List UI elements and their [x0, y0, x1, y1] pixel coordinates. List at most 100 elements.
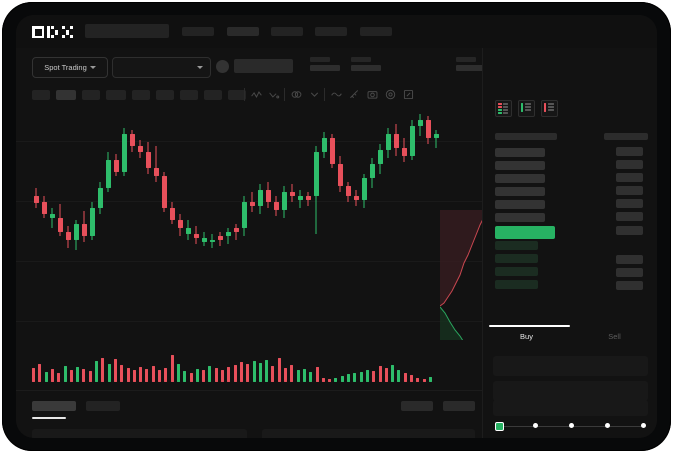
- volume-bar: [315, 367, 319, 382]
- timeframe-5[interactable]: [132, 90, 150, 100]
- timeframe-7[interactable]: [180, 90, 198, 100]
- volume-bar: [321, 378, 325, 382]
- fullscreen-icon[interactable]: [402, 88, 415, 101]
- slider-stop-25[interactable]: [533, 423, 538, 428]
- orderbook-ask-size[interactable]: [616, 147, 643, 156]
- buy-sell-tabs: Buy Sell: [483, 325, 657, 349]
- volume-bar: [69, 370, 73, 382]
- timeframe-3[interactable]: [82, 90, 100, 100]
- chart-type-icon[interactable]: [308, 88, 321, 101]
- bottom-row-left[interactable]: [32, 429, 247, 438]
- orderbook-ask-row[interactable]: [495, 200, 545, 209]
- price-field[interactable]: [493, 381, 648, 401]
- compare-icon[interactable]: [290, 88, 303, 101]
- top-navigation-bar: [16, 15, 657, 48]
- order-type-field[interactable]: [493, 356, 648, 376]
- candlestick: [113, 154, 119, 176]
- last-price-display: [234, 59, 293, 73]
- orderbook-ask-row[interactable]: [495, 187, 545, 196]
- candlestick: [417, 114, 423, 136]
- tab-buy[interactable]: Buy: [520, 332, 533, 341]
- volume-bar: [76, 367, 80, 382]
- orderbook-size-mid[interactable]: [616, 226, 643, 235]
- orderbook-bid-row[interactable]: [495, 254, 538, 263]
- orderbook-ask-row[interactable]: [495, 174, 545, 183]
- volume-bar: [151, 366, 155, 382]
- tab-open-orders[interactable]: [32, 401, 76, 411]
- spot-trading-selector[interactable]: Spot Trading: [32, 57, 108, 78]
- chevron-down-icon: [197, 66, 203, 69]
- candlestick: [33, 188, 39, 208]
- timeframe-6[interactable]: [156, 90, 174, 100]
- candlestick: [401, 138, 407, 162]
- nav-item-3[interactable]: [271, 27, 303, 36]
- orderbook-ask-size[interactable]: [616, 186, 643, 195]
- slider-handle[interactable]: [495, 421, 504, 431]
- candlestick: [249, 192, 255, 212]
- volume-bar: [277, 358, 281, 382]
- orderbook-header-price: [495, 133, 557, 140]
- percent-slider[interactable]: [495, 421, 647, 431]
- tab-order-history[interactable]: [86, 401, 120, 411]
- bottom-action-1[interactable]: [401, 401, 433, 411]
- volume-bar: [340, 376, 344, 382]
- price-chart[interactable]: [16, 106, 482, 386]
- orderbook-ask-size[interactable]: [616, 212, 643, 221]
- orderbook-view-asks-icon[interactable]: [541, 100, 558, 117]
- camera-icon[interactable]: [366, 88, 379, 101]
- orderbook-ask-size[interactable]: [616, 199, 643, 208]
- timeframe-8[interactable]: [204, 90, 222, 100]
- timeframe-1[interactable]: [32, 90, 50, 100]
- orderbook-ask-row[interactable]: [495, 213, 545, 222]
- candlestick: [425, 116, 431, 144]
- alert-icon[interactable]: [384, 88, 397, 101]
- orderbook-ask-row[interactable]: [495, 148, 545, 157]
- indicators-icon[interactable]: [250, 88, 263, 101]
- orderbook-bid-size[interactable]: [616, 255, 643, 264]
- orderbook-bid-row[interactable]: [495, 267, 538, 276]
- bottom-action-2[interactable]: [443, 401, 475, 411]
- slider-stop-50[interactable]: [569, 423, 574, 428]
- orderbook-bid-size[interactable]: [616, 281, 643, 290]
- timeframe-2[interactable]: [56, 90, 76, 100]
- orderbook-bid-row[interactable]: [495, 280, 538, 289]
- stat-high: [351, 57, 381, 71]
- pair-selector[interactable]: [112, 57, 211, 78]
- line-chart-icon[interactable]: [268, 88, 281, 101]
- candlestick: [329, 134, 335, 168]
- okx-logo-icon[interactable]: [32, 26, 76, 38]
- orderbook-ask-row[interactable]: [495, 161, 545, 170]
- volume-bar: [113, 359, 117, 382]
- wave-icon[interactable]: [330, 88, 343, 101]
- volume-bar: [290, 365, 294, 382]
- candlestick: [273, 196, 279, 216]
- orderbook-ask-size[interactable]: [616, 160, 643, 169]
- candlestick: [337, 156, 343, 192]
- slider-stop-100[interactable]: [641, 423, 646, 428]
- nav-item-4[interactable]: [315, 27, 347, 36]
- volume-bar: [309, 372, 313, 382]
- orderbook-last-price[interactable]: [495, 226, 555, 239]
- measure-icon[interactable]: [348, 88, 361, 101]
- slider-stop-75[interactable]: [605, 423, 610, 428]
- orderbook-view-bids-icon[interactable]: [518, 100, 535, 117]
- candlestick: [297, 190, 303, 208]
- timeframe-9[interactable]: [228, 90, 246, 100]
- tab-sell[interactable]: Sell: [608, 332, 621, 341]
- nav-item-5[interactable]: [360, 27, 392, 36]
- orderbook-bid-row[interactable]: [495, 241, 538, 250]
- nav-item-2[interactable]: [227, 27, 259, 36]
- orderbook-view-both-icon[interactable]: [495, 100, 512, 117]
- search-input[interactable]: [85, 24, 169, 38]
- volume-bar: [353, 373, 357, 382]
- volume-bar: [372, 371, 376, 382]
- bottom-row-right[interactable]: [262, 429, 475, 438]
- volume-bar: [422, 379, 426, 382]
- volume-bar: [221, 370, 224, 382]
- amount-field[interactable]: [493, 400, 648, 416]
- nav-item-1[interactable]: [182, 27, 214, 36]
- orderbook-bid-size[interactable]: [616, 268, 643, 277]
- orderbook-ask-size[interactable]: [616, 173, 643, 182]
- timeframe-4[interactable]: [106, 90, 126, 100]
